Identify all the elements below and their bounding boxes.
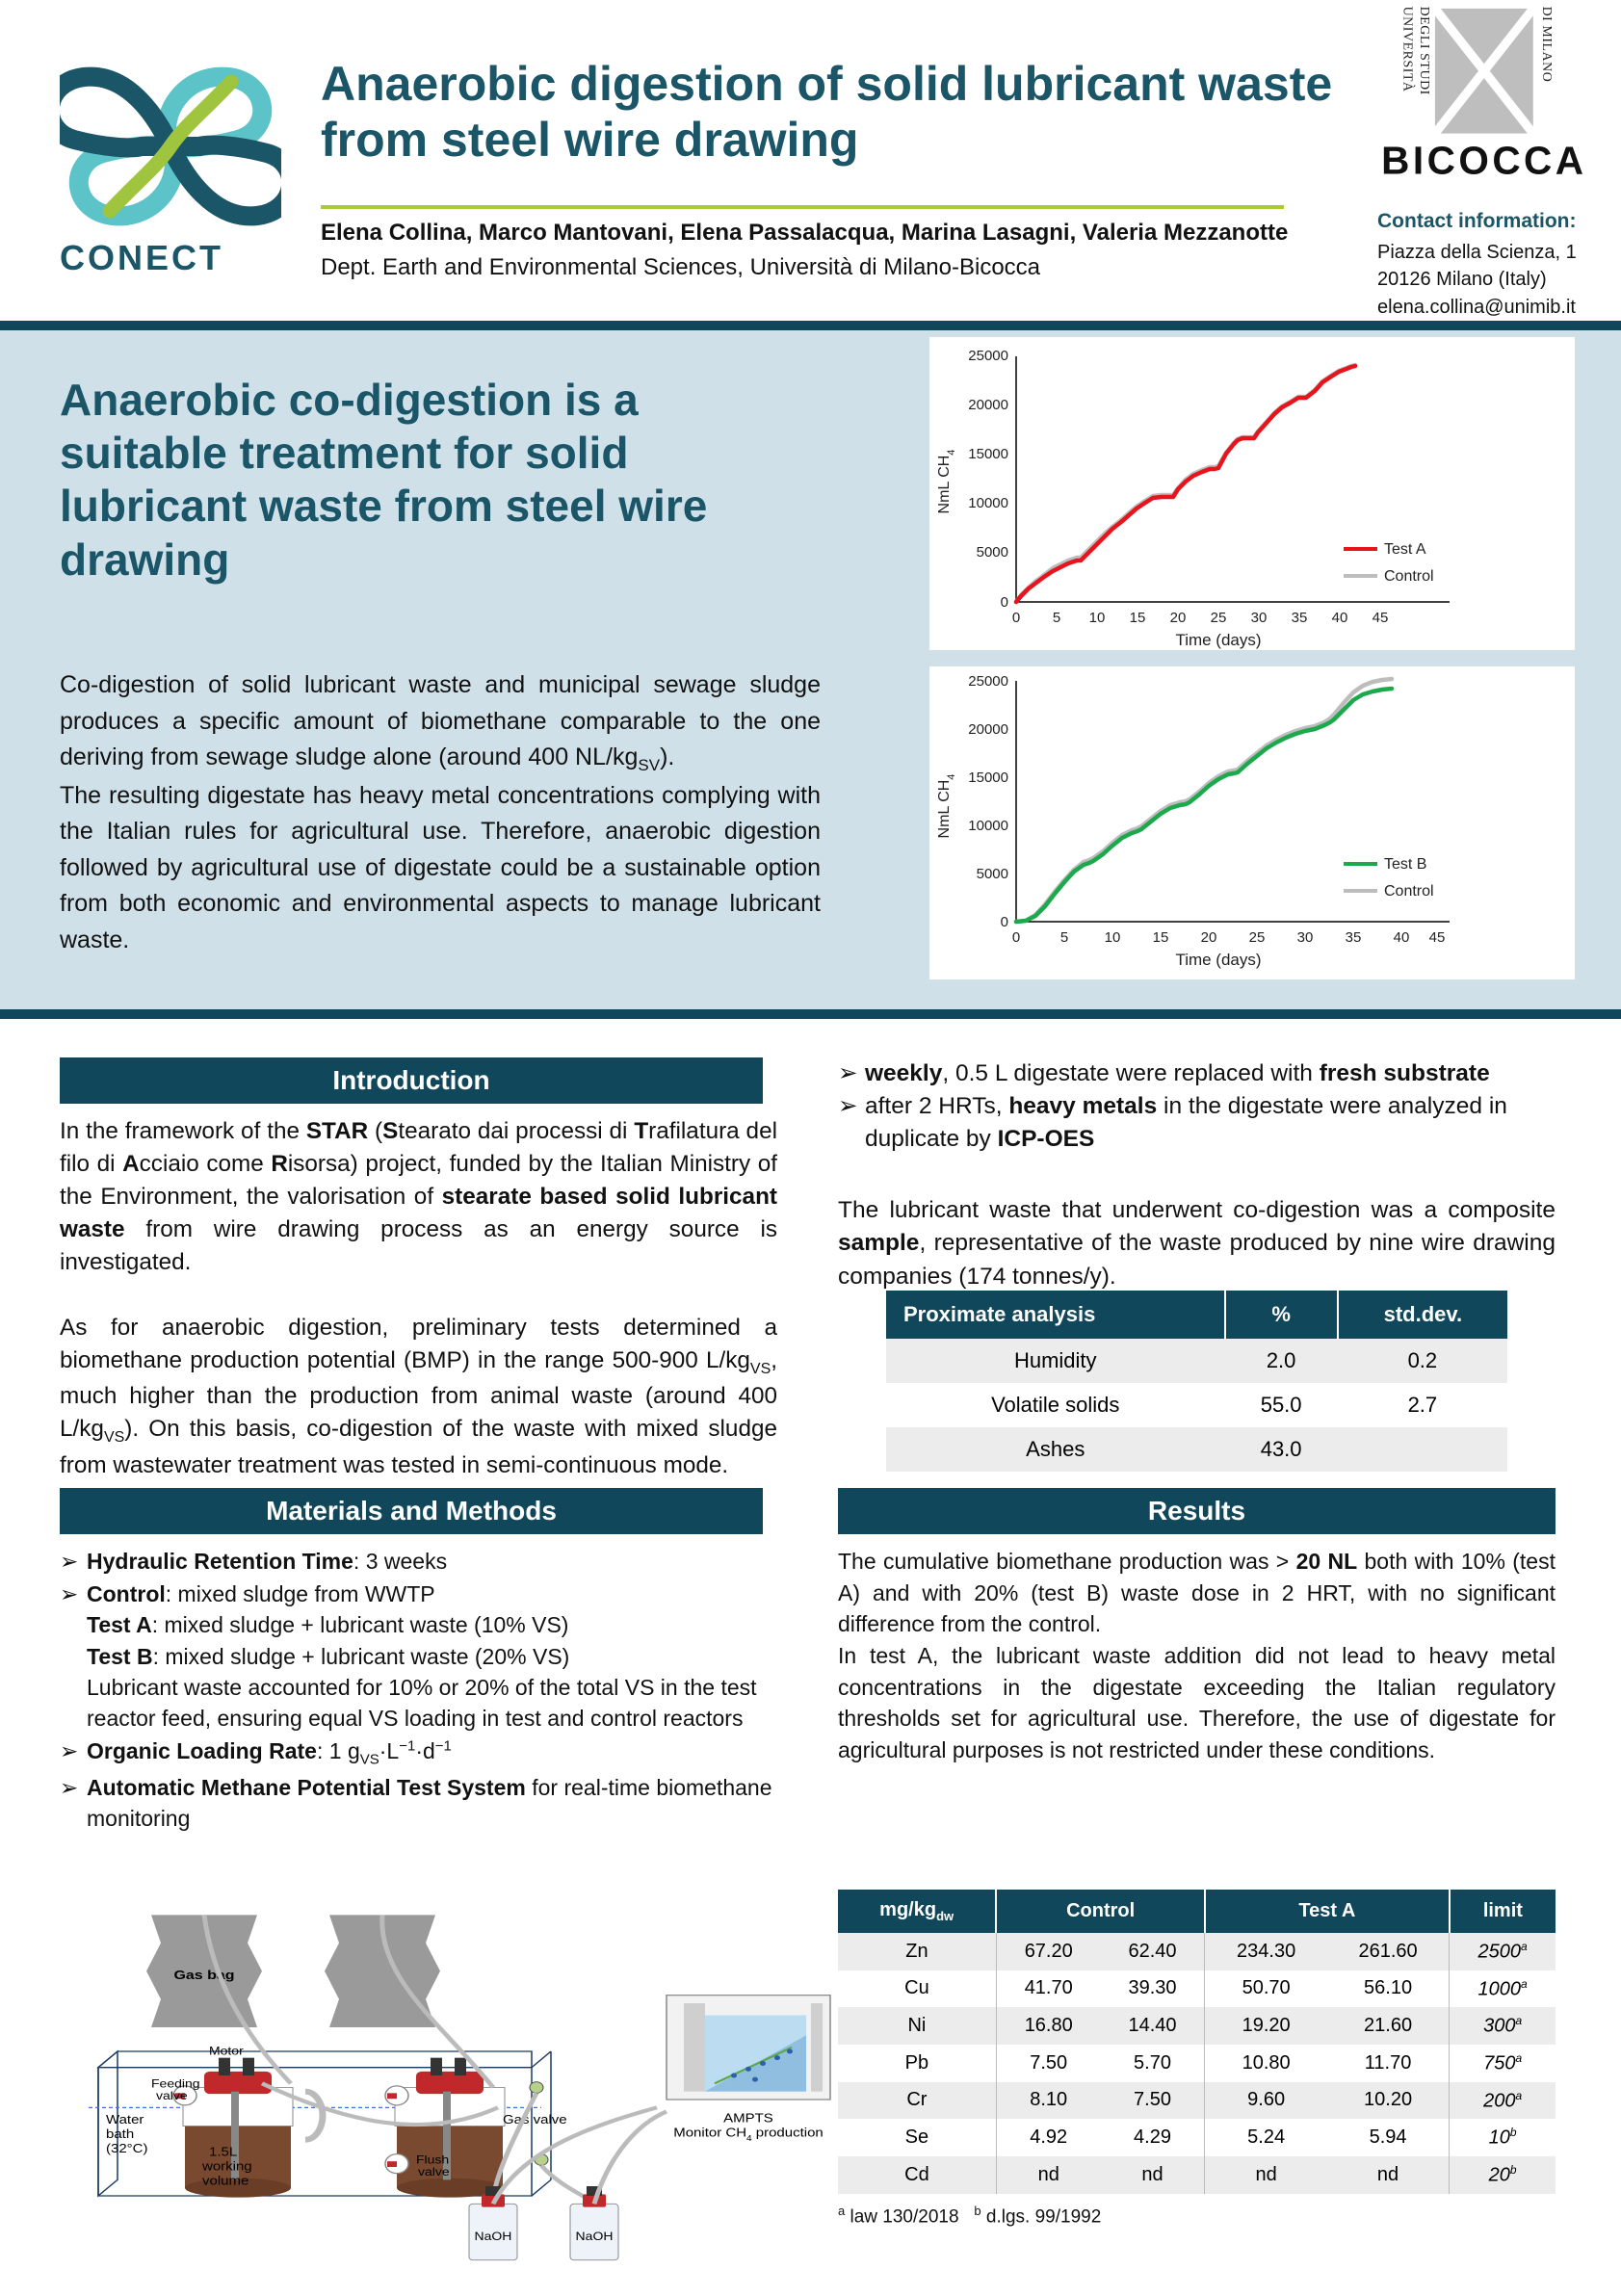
svg-text:25000: 25000 — [968, 348, 1008, 364]
svg-text:valve: valve — [156, 2089, 188, 2102]
svg-text:Control: Control — [1384, 883, 1434, 900]
svg-text:Test B: Test B — [1384, 856, 1426, 873]
svg-text:30: 30 — [1297, 929, 1314, 946]
svg-text:NmL CH4: NmL CH4 — [936, 774, 957, 839]
svg-text:35: 35 — [1346, 929, 1362, 946]
svg-text:25000: 25000 — [968, 673, 1008, 690]
svg-text:0: 0 — [1012, 610, 1020, 626]
svg-text:15: 15 — [1130, 610, 1146, 626]
svg-text:Test A: Test A — [1384, 541, 1426, 558]
svg-text:0: 0 — [1001, 594, 1008, 611]
svg-text:30: 30 — [1251, 610, 1268, 626]
svg-text:20: 20 — [1170, 610, 1187, 626]
svg-text:0: 0 — [1012, 929, 1020, 946]
svg-text:5: 5 — [1053, 610, 1060, 626]
svg-text:working: working — [201, 2159, 252, 2173]
svg-text:1.5L: 1.5L — [209, 2145, 238, 2158]
svg-text:bath: bath — [106, 2127, 134, 2141]
svg-text:15: 15 — [1153, 929, 1169, 946]
svg-text:BICOCCA: BICOCCA — [1381, 138, 1586, 182]
svg-text:5000: 5000 — [977, 866, 1008, 882]
svg-text:0: 0 — [1001, 914, 1008, 930]
svg-text:Control: Control — [1384, 568, 1434, 585]
svg-text:5: 5 — [1060, 929, 1068, 946]
svg-text:NmL CH4: NmL CH4 — [936, 450, 957, 514]
svg-text:10000: 10000 — [968, 818, 1008, 834]
svg-text:40: 40 — [1394, 929, 1410, 946]
svg-text:35: 35 — [1292, 610, 1308, 626]
svg-text:45: 45 — [1373, 610, 1389, 626]
svg-text:10: 10 — [1105, 929, 1121, 946]
svg-text:40: 40 — [1332, 610, 1348, 626]
svg-text:DI MILANO: DI MILANO — [1539, 7, 1554, 83]
svg-text:DEGLI STUDI: DEGLI STUDI — [1417, 7, 1431, 95]
svg-text:Gas bag: Gas bag — [173, 1969, 234, 1982]
svg-text:NaOH: NaOH — [576, 2230, 614, 2243]
svg-text:Water: Water — [106, 2113, 144, 2126]
svg-text:45: 45 — [1429, 929, 1446, 946]
svg-text:5000: 5000 — [977, 544, 1008, 561]
svg-text:Flush: Flush — [416, 2153, 449, 2167]
svg-text:NaOH: NaOH — [475, 2230, 512, 2243]
svg-text:UNIVERSITÀ: UNIVERSITÀ — [1399, 7, 1416, 92]
svg-text:20000: 20000 — [968, 397, 1008, 413]
svg-text:valve: valve — [418, 2165, 450, 2179]
svg-text:(32°C): (32°C) — [106, 2142, 147, 2155]
svg-text:20: 20 — [1201, 929, 1217, 946]
svg-text:Monitor CH4 production: Monitor CH4 production — [673, 2126, 824, 2142]
svg-text:15000: 15000 — [968, 770, 1008, 786]
svg-text:15000: 15000 — [968, 446, 1008, 462]
svg-text:Feeding: Feeding — [151, 2077, 200, 2091]
svg-text:Motor: Motor — [209, 2044, 245, 2057]
svg-text:25: 25 — [1211, 610, 1227, 626]
svg-text:AMPTS: AMPTS — [723, 2111, 773, 2125]
svg-text:Gas valve: Gas valve — [503, 2113, 567, 2126]
svg-text:Time (days): Time (days) — [1175, 951, 1261, 969]
svg-text:10: 10 — [1089, 610, 1106, 626]
svg-text:Time (days): Time (days) — [1175, 631, 1261, 649]
svg-text:10000: 10000 — [968, 495, 1008, 511]
svg-text:volume: volume — [202, 2174, 249, 2187]
svg-text:20000: 20000 — [968, 721, 1008, 738]
svg-text:25: 25 — [1249, 929, 1266, 946]
